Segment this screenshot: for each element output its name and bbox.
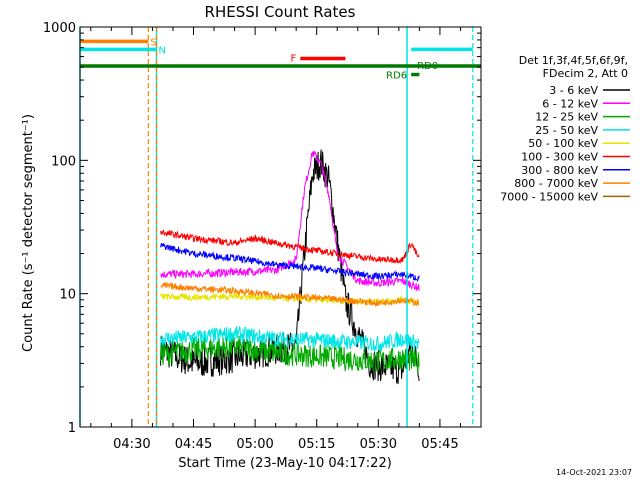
marker-label-s: S (150, 37, 156, 48)
x-tick-label: 05:30 (360, 437, 397, 452)
legend-header-line-1: Det 1f,3f,4f,5f,6f,9f, (519, 54, 628, 67)
x-axis-label: Start Time (23-May-10 04:17:22) (178, 456, 392, 471)
legend-label: 7000 - 15000 keV (500, 190, 598, 203)
marker-layer: SN F RD0 RD6 (79, 27, 481, 427)
series-line-25-50-keV (160, 326, 420, 353)
y-axis-label: Count Rate (s⁻¹ detector segment⁻¹) (21, 114, 36, 352)
legend-label: 50 - 100 keV (528, 137, 598, 150)
series-line-100-300-keV (160, 229, 420, 265)
legend-label: 800 - 7000 keV (514, 177, 598, 190)
legend-header-line-2: FDecim 2, Att 0 (543, 67, 628, 80)
y-tick-label: 1000 (43, 21, 76, 36)
y-tick-label: 100 (51, 154, 76, 169)
legend-label: 100 - 300 keV (521, 151, 598, 164)
x-tick-label: 04:45 (175, 437, 212, 452)
legend-label: 3 - 6 keV (549, 84, 598, 97)
legend-label: 300 - 800 keV (521, 164, 598, 177)
marker-label-n: N (159, 45, 166, 56)
series-line-3-6-keV (160, 149, 420, 385)
y-tick-label: 1 (68, 421, 76, 436)
y-tick-label: 10 (59, 288, 76, 303)
marker-label-f: F (291, 54, 297, 65)
footer-date: 14-Oct-2021 23:07 (556, 468, 632, 477)
x-tick-label: 04:30 (113, 437, 150, 452)
x-tick-label: 05:00 (236, 437, 273, 452)
legend-label: 12 - 25 keV (535, 111, 598, 124)
x-tick-label: 05:45 (421, 437, 458, 452)
series-line-300-800-keV (160, 242, 420, 283)
series-line-800-7000-keV (160, 281, 420, 308)
series-layer (160, 149, 420, 385)
chart-title: RHESSI Count Rates (205, 3, 356, 21)
plot-frame (79, 26, 482, 428)
marker-label-rd0: RD0 (417, 61, 438, 72)
axis-layer: 04:30 04:45 05:00 05:15 05:30 05:45 1 10 100 1000 (43, 21, 481, 452)
legend-label: 6 - 12 keV (542, 97, 598, 110)
legend-label: 25 - 50 keV (535, 124, 598, 137)
series-line-6-12-keV (160, 150, 420, 292)
series-line-12-25-keV (160, 335, 420, 373)
x-tick-label: 05:15 (298, 437, 335, 452)
marker-label-rd6: RD6 (386, 71, 407, 82)
